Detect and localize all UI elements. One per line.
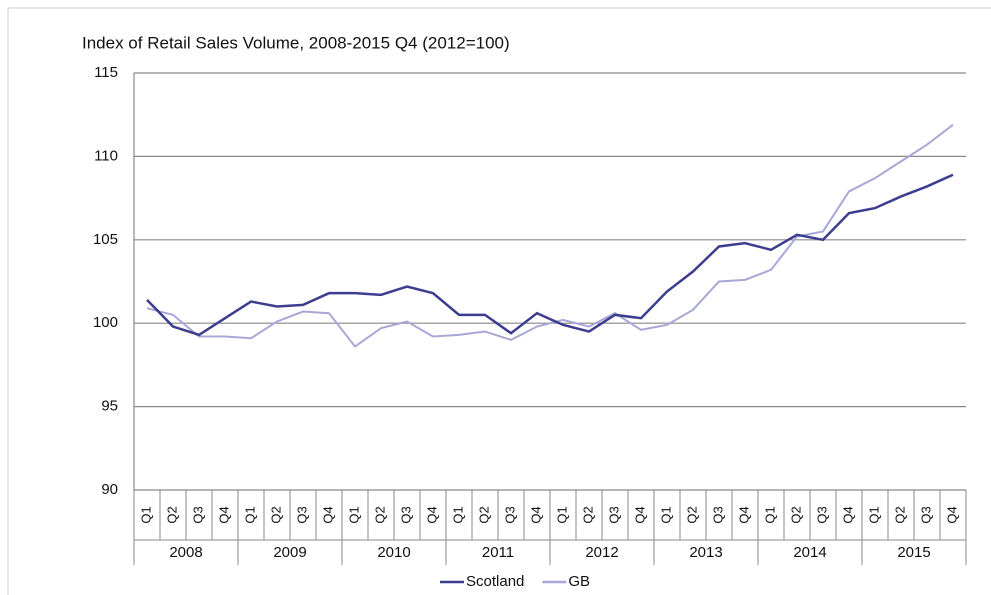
x-tick-label: Q4 [840,506,855,523]
chart-title: Index of Retail Sales Volume, 2008-2015 … [82,33,510,52]
x-tick-label: Q2 [372,506,387,523]
x-tick-label: Q3 [814,506,829,523]
year-label: 2009 [273,544,306,561]
x-tick-label: Q4 [632,506,647,523]
y-tick-label: 115 [94,64,118,81]
x-tick-label: Q2 [164,506,179,523]
x-tick-label: Q1 [658,506,673,523]
year-label: 2010 [377,544,410,561]
x-tick-label: Q2 [476,506,491,523]
x-tick-label: Q2 [788,506,803,523]
x-tick-label: Q1 [138,506,153,523]
x-tick-label: Q1 [762,506,777,523]
y-tick-label: 105 [93,231,118,248]
x-tick-label: Q3 [294,506,309,523]
x-tick-label: Q4 [320,506,335,523]
y-tick-label: 90 [101,481,118,498]
x-tick-label: Q1 [242,506,257,523]
series-line [146,173,954,337]
x-tick-label: Q2 [892,506,907,523]
x-tick-label: Q3 [606,506,621,523]
series-line [146,123,954,348]
x-tick-label: Q4 [944,506,959,523]
x-tick-label: Q4 [736,506,751,523]
x-tick-label: Q4 [424,506,439,523]
x-tick-label: Q2 [580,506,595,523]
x-tick-label: Q1 [346,506,361,523]
year-label: 2012 [585,544,618,561]
legend-label: Scotland [466,573,524,590]
year-label: 2011 [482,544,514,561]
x-tick-label: Q3 [502,506,517,523]
year-label: 2008 [169,544,202,561]
x-tick-label: Q1 [554,506,569,523]
y-tick-label: 100 [93,314,118,331]
x-tick-label: Q2 [268,506,283,523]
x-tick-label: Q1 [450,506,465,523]
year-label: 2014 [793,544,826,561]
x-tick-label: Q4 [216,506,231,523]
legend-label: GB [568,573,590,590]
x-tick-label: Q3 [710,506,725,523]
year-label: 2013 [689,544,722,561]
x-tick-label: Q4 [528,506,543,523]
x-tick-label: Q3 [918,506,933,523]
y-tick-label: 110 [94,147,118,164]
y-tick-label: 95 [101,398,118,415]
x-tick-label: Q2 [684,506,699,523]
x-tick-label: Q3 [190,506,205,523]
x-tick-label: Q3 [398,506,413,523]
year-label: 2015 [897,544,930,561]
x-tick-label: Q1 [866,506,881,523]
